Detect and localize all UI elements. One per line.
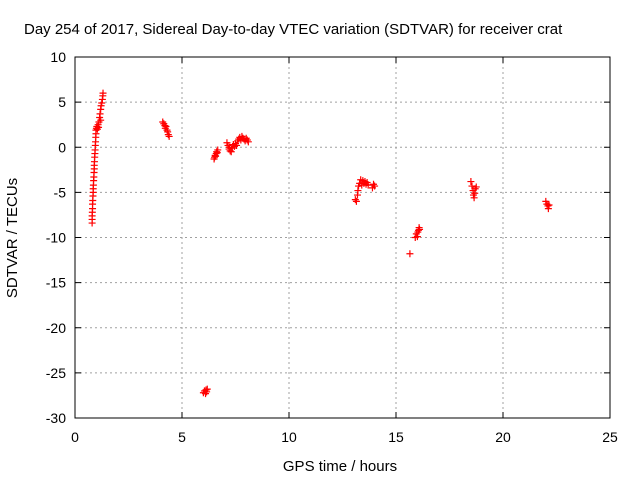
y-tick-label: 5 <box>58 94 66 110</box>
data-point <box>371 182 379 190</box>
data-point <box>227 148 235 156</box>
y-tick-label: -20 <box>46 320 66 336</box>
y-tick-label: -5 <box>54 184 67 200</box>
y-axis-title: SDTVAR / TECUs <box>4 178 21 298</box>
data-point <box>352 197 360 205</box>
data-point <box>544 205 552 213</box>
data-point <box>364 181 372 189</box>
x-tick-label: 10 <box>281 429 297 445</box>
data-point <box>203 385 211 393</box>
y-tick-label: 0 <box>58 139 66 155</box>
data-point <box>97 116 105 124</box>
y-tick-label: -15 <box>46 275 66 291</box>
x-tick-label: 20 <box>495 429 511 445</box>
grid <box>75 57 610 418</box>
data-point <box>354 187 362 195</box>
x-tick-label: 25 <box>602 429 618 445</box>
data-point <box>98 99 106 107</box>
chart-title: Day 254 of 2017, Sidereal Day-to-day VTE… <box>24 21 563 38</box>
x-axis-title: GPS time / hours <box>283 458 397 475</box>
x-axis: 0 5 10 15 20 25 <box>71 57 618 445</box>
data-point <box>99 89 107 97</box>
data-point <box>416 225 424 233</box>
y-tick-label: -10 <box>46 230 66 246</box>
data-point <box>162 122 170 130</box>
y-tick-label: -25 <box>46 365 66 381</box>
data-point <box>165 132 173 140</box>
data-point <box>467 178 475 186</box>
data-point <box>470 194 478 202</box>
data-point <box>472 183 480 191</box>
y-tick-label: 10 <box>50 49 66 65</box>
y-axis: -30 -25 -20 -15 -10 -5 0 5 10 <box>46 49 610 426</box>
x-tick-label: 5 <box>178 429 186 445</box>
data-point <box>244 138 252 146</box>
x-tick-label: 15 <box>388 429 404 445</box>
x-tick-label: 0 <box>71 429 79 445</box>
data-point <box>214 146 222 154</box>
data-point <box>370 180 378 188</box>
data-point <box>233 141 241 149</box>
data-point <box>406 250 414 258</box>
data-point <box>545 201 553 209</box>
y-tick-label: -30 <box>46 410 66 426</box>
data-points <box>88 89 553 398</box>
data-point <box>96 110 104 118</box>
